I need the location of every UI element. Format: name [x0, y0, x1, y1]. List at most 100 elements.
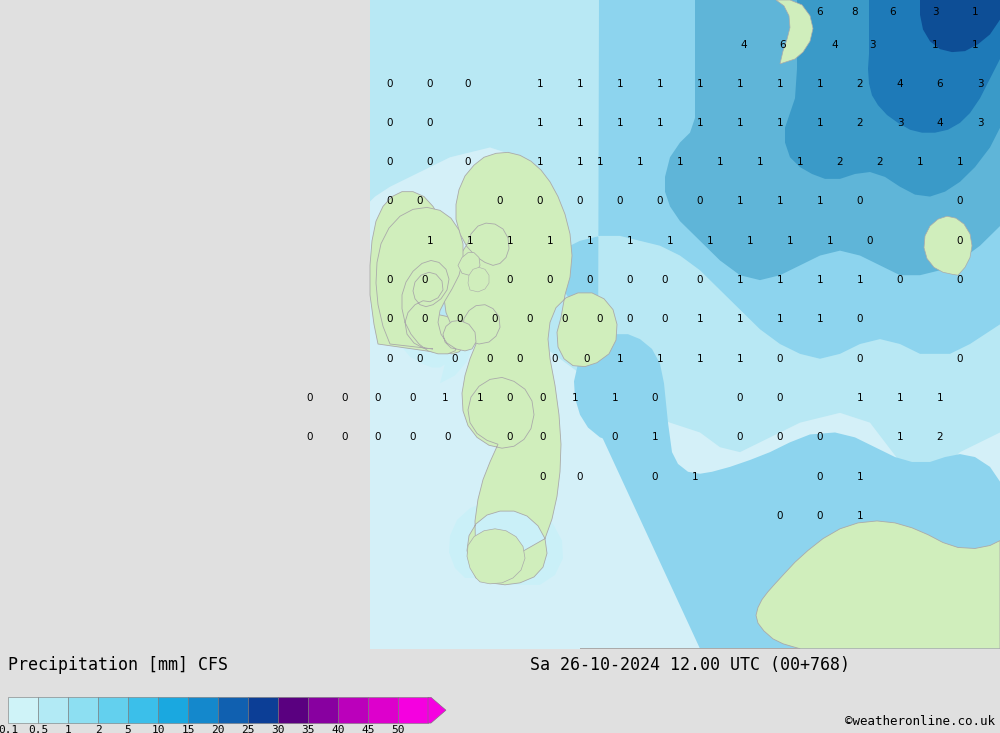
Text: 0: 0 [387, 118, 393, 128]
Text: 0: 0 [617, 196, 623, 207]
Polygon shape [392, 277, 475, 383]
Text: 1: 1 [657, 354, 663, 364]
Text: 1: 1 [477, 393, 483, 403]
Text: 3: 3 [932, 7, 938, 17]
Text: 0: 0 [465, 157, 471, 167]
Text: 0: 0 [342, 393, 348, 403]
Text: 1: 1 [737, 354, 743, 364]
Text: 1: 1 [617, 118, 623, 128]
Text: 1: 1 [817, 275, 823, 285]
Text: 3: 3 [977, 78, 983, 89]
Text: 0: 0 [527, 314, 533, 325]
Text: 4: 4 [832, 40, 838, 51]
Text: 0: 0 [417, 354, 423, 364]
Text: 2: 2 [837, 157, 843, 167]
Polygon shape [580, 521, 1000, 649]
Text: 1: 1 [577, 157, 583, 167]
Text: 1: 1 [857, 275, 863, 285]
Text: 0: 0 [597, 314, 603, 325]
Text: 0: 0 [817, 432, 823, 443]
Text: 1: 1 [897, 432, 903, 443]
Text: 0: 0 [957, 236, 963, 246]
Text: 0: 0 [387, 275, 393, 285]
Text: 0: 0 [342, 432, 348, 443]
Text: 1: 1 [637, 157, 643, 167]
Polygon shape [370, 191, 466, 354]
Bar [218, 697, 248, 723]
Text: 1: 1 [972, 40, 978, 51]
Text: 1: 1 [777, 196, 783, 207]
Text: 1: 1 [587, 236, 593, 246]
Text: 0.5: 0.5 [28, 725, 48, 733]
Bar [338, 697, 368, 723]
Text: 1: 1 [857, 472, 863, 482]
Text: 1: 1 [657, 118, 663, 128]
Text: 35: 35 [301, 725, 315, 733]
Bar [158, 697, 188, 723]
Text: 0: 0 [612, 432, 618, 443]
Text: 1: 1 [577, 118, 583, 128]
Text: 0: 0 [777, 393, 783, 403]
Text: 0: 0 [867, 236, 873, 246]
Text: 0: 0 [540, 472, 546, 482]
Polygon shape [665, 0, 1000, 280]
Text: 0: 0 [427, 78, 433, 89]
Text: 6: 6 [890, 7, 896, 17]
Text: 1: 1 [972, 7, 978, 17]
Text: 0: 0 [307, 393, 313, 403]
Text: 0: 0 [652, 393, 658, 403]
Text: 1: 1 [937, 393, 943, 403]
Polygon shape [555, 0, 1000, 383]
Text: 1: 1 [697, 78, 703, 89]
Text: 0: 0 [387, 157, 393, 167]
Text: 0: 0 [492, 314, 498, 325]
Polygon shape [458, 253, 480, 275]
Text: 0: 0 [427, 118, 433, 128]
Text: 0: 0 [387, 354, 393, 364]
Text: 1: 1 [777, 78, 783, 89]
Text: 1: 1 [737, 78, 743, 89]
Text: 1: 1 [597, 157, 603, 167]
Text: 1: 1 [617, 78, 623, 89]
Bar [278, 697, 308, 723]
Text: 1: 1 [777, 275, 783, 285]
Text: 1: 1 [737, 196, 743, 207]
Text: 0: 0 [652, 472, 658, 482]
Polygon shape [468, 268, 489, 292]
Text: 0: 0 [307, 432, 313, 443]
Bar [98, 697, 128, 723]
Text: 2: 2 [937, 432, 943, 443]
Text: 0: 0 [957, 196, 963, 207]
Text: 0: 0 [897, 275, 903, 285]
Text: 1: 1 [507, 236, 513, 246]
Text: 0: 0 [497, 196, 503, 207]
Text: ©weatheronline.co.uk: ©weatheronline.co.uk [845, 715, 995, 728]
Text: 0: 0 [697, 196, 703, 207]
Text: 0: 0 [662, 314, 668, 325]
Text: 1: 1 [737, 275, 743, 285]
Text: 0: 0 [957, 354, 963, 364]
Bar [368, 697, 398, 723]
Text: 1: 1 [857, 393, 863, 403]
Text: 0: 0 [445, 432, 451, 443]
Text: 0: 0 [375, 432, 381, 443]
Text: 1: 1 [577, 78, 583, 89]
Text: 1: 1 [817, 314, 823, 325]
Bar [248, 697, 278, 723]
Polygon shape [920, 0, 1000, 52]
Text: 1: 1 [707, 236, 713, 246]
Text: 1: 1 [617, 354, 623, 364]
Text: 0: 0 [857, 354, 863, 364]
Text: 1: 1 [537, 157, 543, 167]
Text: 0: 0 [777, 354, 783, 364]
Text: 0: 0 [737, 393, 743, 403]
Text: 45: 45 [361, 725, 375, 733]
Text: 50: 50 [391, 725, 405, 733]
Text: 0: 0 [507, 393, 513, 403]
Text: 25: 25 [241, 725, 255, 733]
Text: 6: 6 [937, 78, 943, 89]
Text: 6: 6 [817, 7, 823, 17]
Text: 0: 0 [627, 275, 633, 285]
Bar [370, 0, 1000, 649]
Text: 1: 1 [797, 157, 803, 167]
